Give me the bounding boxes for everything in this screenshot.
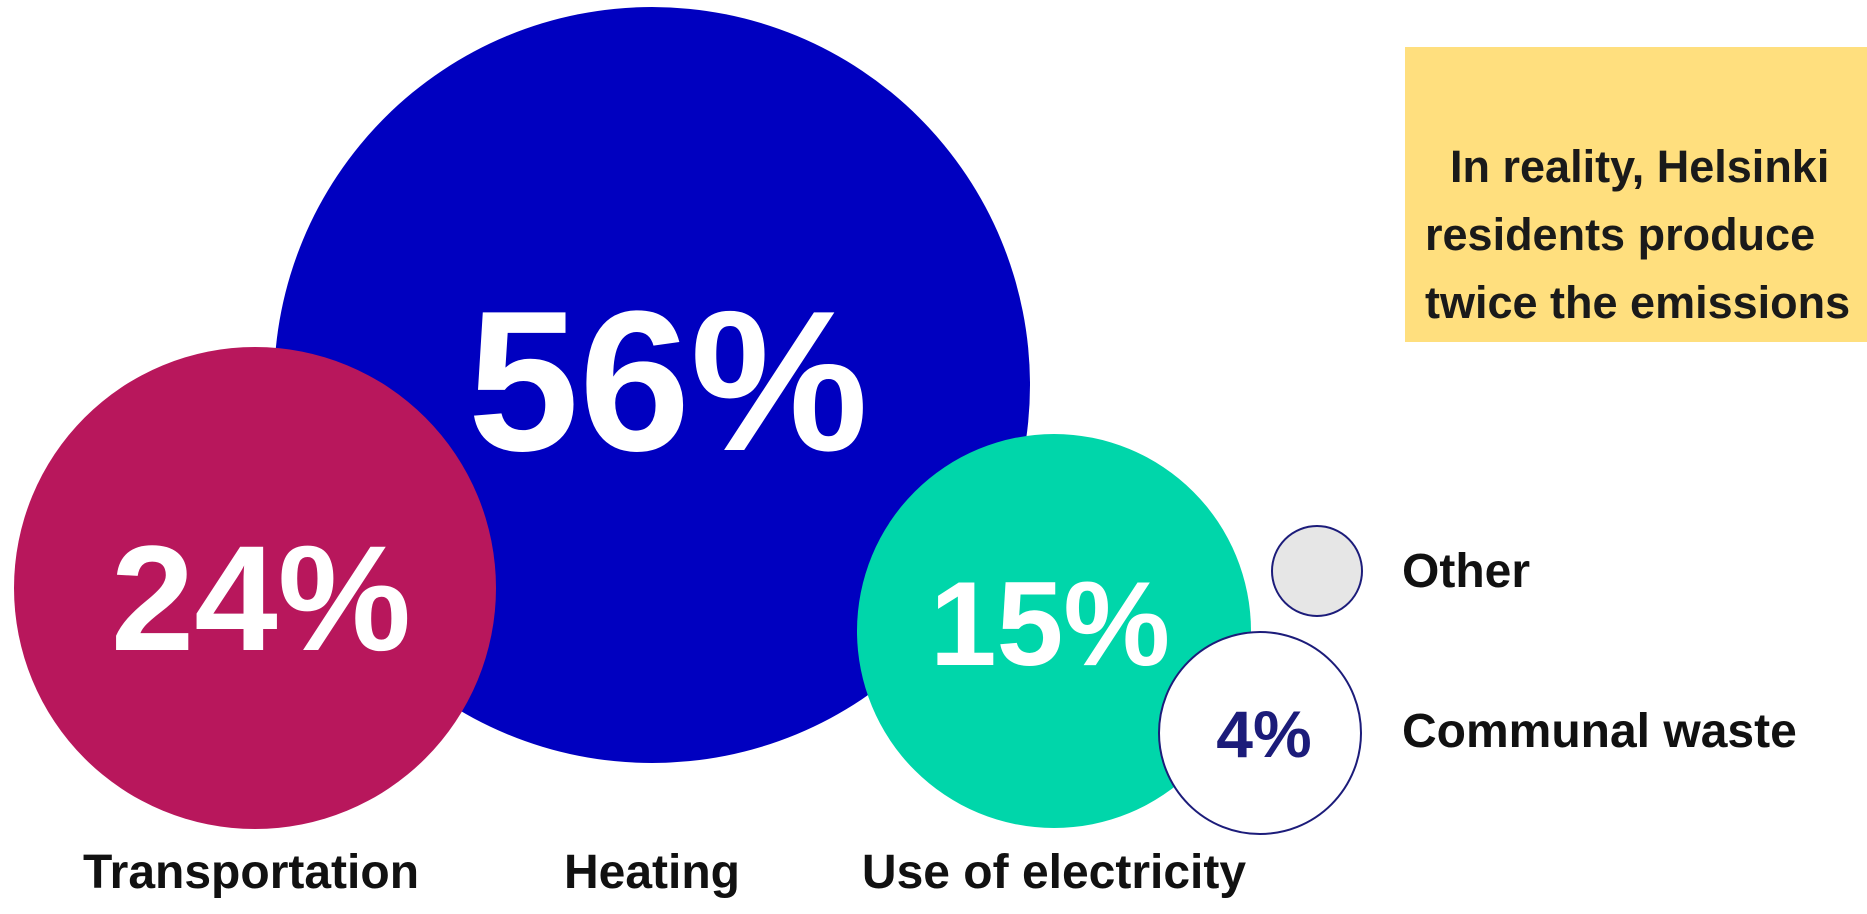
callout-text: In reality, Helsinki residents produce t… (1425, 141, 1851, 328)
value-label-heating: 56% (468, 270, 868, 493)
value-label-electricity: 15% (930, 557, 1170, 691)
category-label-waste: Communal waste (1402, 705, 1797, 758)
value-label-transportation: 24% (111, 514, 411, 682)
category-label-transportation: Transportation (83, 846, 419, 899)
bubble-waste (1158, 631, 1362, 835)
category-label-other: Other (1402, 545, 1530, 598)
category-label-electricity: Use of electricity (862, 846, 1246, 899)
callout-box: In reality, Helsinki residents produce t… (1405, 47, 1867, 342)
bubble-electricity (857, 434, 1251, 828)
bubble-other (1271, 525, 1363, 617)
value-label-waste: 4% (1216, 697, 1311, 771)
bubble-transportation (14, 347, 496, 829)
category-label-heating: Heating (564, 846, 740, 899)
